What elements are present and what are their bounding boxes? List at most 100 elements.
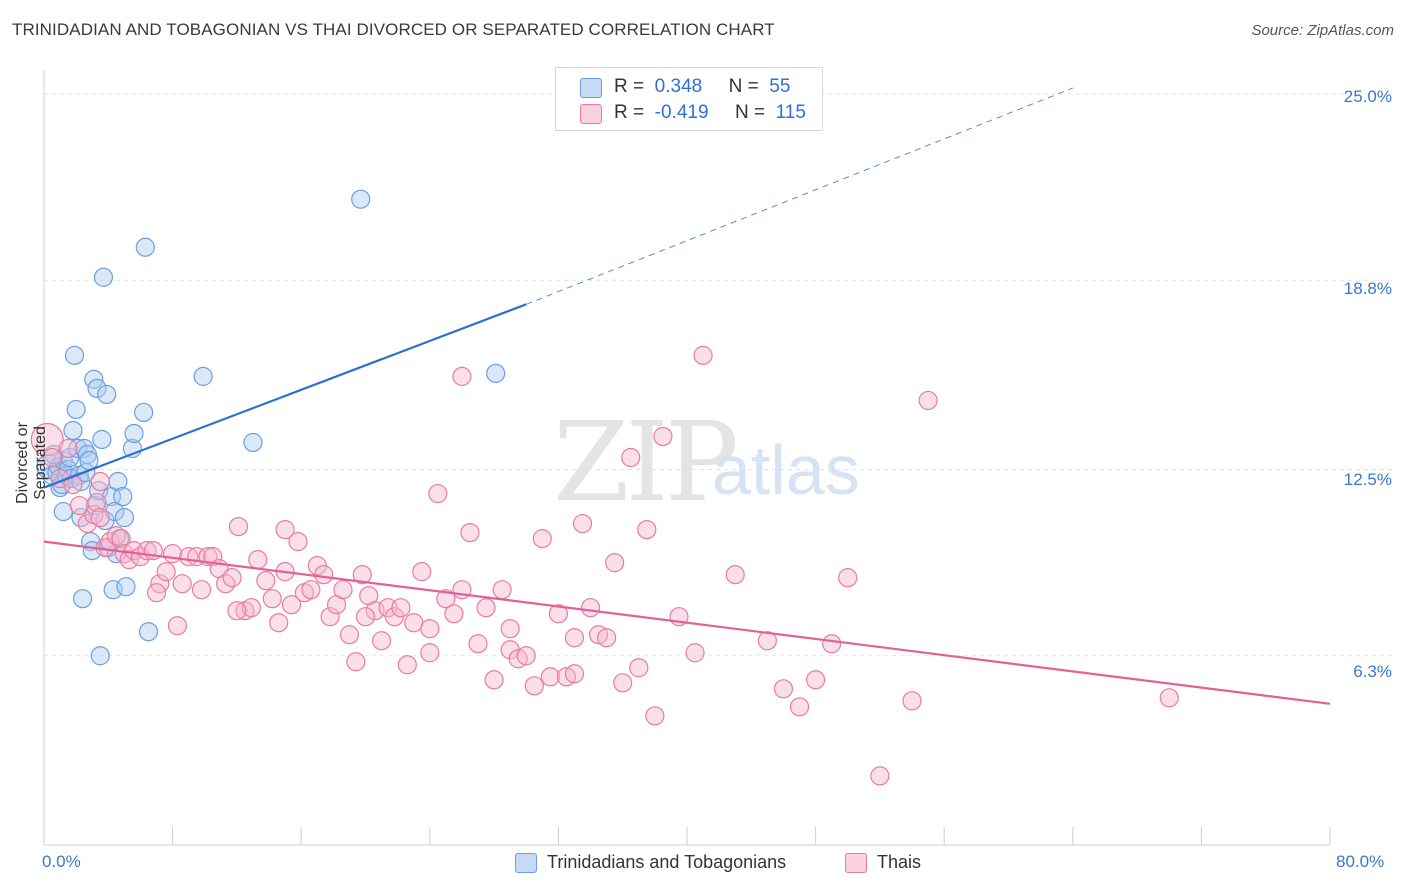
point-thai xyxy=(805,670,826,690)
point-thai xyxy=(532,529,552,549)
point-thai xyxy=(725,565,745,585)
point-thai xyxy=(339,625,360,645)
point-thai xyxy=(653,426,673,447)
point-trinidadian xyxy=(116,577,136,597)
point-thai xyxy=(90,507,110,528)
point-trinidadian xyxy=(113,486,133,507)
trendline-trinidadian xyxy=(43,303,527,489)
point-trinidadian xyxy=(68,438,88,459)
point-thai xyxy=(460,522,480,543)
point-thai xyxy=(548,604,569,624)
point-trinidadian xyxy=(134,402,154,423)
point-thai xyxy=(420,619,440,639)
point-thai xyxy=(597,628,617,648)
point-thai xyxy=(90,471,110,492)
point-thai xyxy=(572,513,593,534)
point-thai xyxy=(111,529,131,549)
point-trinidadian xyxy=(79,450,99,471)
point-thai xyxy=(288,532,308,552)
point-thai xyxy=(227,601,247,621)
point-thai xyxy=(822,634,842,654)
point-thai xyxy=(191,580,212,600)
legend-swatch-pink xyxy=(580,104,602,124)
point-thai xyxy=(436,589,456,609)
point-trinidadian xyxy=(66,399,86,420)
point-thai xyxy=(333,580,353,600)
legend-r-label: R = xyxy=(614,102,645,123)
point-thai xyxy=(412,562,432,582)
y-tick-label: 25.0% xyxy=(1343,87,1392,106)
legend-label: Trinidadians and Tobagonians xyxy=(547,852,787,872)
legend-n-label: N = xyxy=(734,102,766,123)
point-trinidadian xyxy=(243,432,263,453)
point-trinidadian xyxy=(72,589,93,609)
point-thai xyxy=(621,447,641,468)
point-thai xyxy=(30,422,64,457)
point-thai xyxy=(605,553,625,573)
point-trinidadian xyxy=(105,501,125,522)
legend-swatch-blue xyxy=(515,853,537,873)
y-tick-label: 18.8% xyxy=(1343,279,1392,298)
point-thai xyxy=(172,574,192,594)
point-thai xyxy=(222,568,242,588)
point-trinidadian xyxy=(135,237,155,257)
point-thai xyxy=(320,607,340,627)
point-thai xyxy=(902,691,922,711)
point-thai xyxy=(492,580,512,600)
point-thai xyxy=(645,706,665,726)
point-thai xyxy=(637,519,657,540)
point-thai xyxy=(391,598,411,618)
point-trinidadian xyxy=(97,384,117,405)
trendline-trinidadian-extension xyxy=(526,87,1073,305)
point-thai xyxy=(870,766,890,786)
point-thai xyxy=(773,679,794,699)
point-trinidadian xyxy=(92,429,112,450)
point-trinidadian xyxy=(74,438,94,459)
correlation-legend: R = 0.348 N = 55 R = -0.419 N = 115 xyxy=(555,67,823,131)
point-thai xyxy=(580,598,601,618)
point-thai xyxy=(87,492,107,513)
point-thai xyxy=(564,628,585,648)
point-thai xyxy=(301,580,321,600)
legend-swatch-blue xyxy=(580,78,602,98)
point-trinidadian xyxy=(93,267,114,287)
point-thai xyxy=(428,483,448,504)
watermark-atlas: atlas xyxy=(712,431,860,509)
point-thai xyxy=(613,673,633,693)
point-thai xyxy=(918,390,938,411)
point-thai xyxy=(42,447,62,468)
point-thai xyxy=(352,565,372,585)
point-thai xyxy=(146,583,167,603)
point-thai xyxy=(228,516,249,537)
point-thai xyxy=(314,565,334,585)
point-thai xyxy=(275,519,295,540)
point-trinidadian xyxy=(87,378,107,399)
point-thai xyxy=(269,613,289,633)
legend-r-value: 0.348 xyxy=(654,76,703,97)
y-tick-label: 12.5% xyxy=(1343,470,1392,489)
point-thai xyxy=(500,619,520,639)
point-thai xyxy=(203,547,223,567)
chart-title: TRINIDADIAN AND TOBAGONIAN VS THAI DIVOR… xyxy=(12,20,775,39)
y-axis-label: Divorced or Separated xyxy=(14,422,49,504)
point-thai xyxy=(476,598,496,618)
point-thai xyxy=(524,676,544,696)
legend-r-value: -0.419 xyxy=(654,102,709,123)
y-tick-label: 6.3% xyxy=(1353,662,1392,681)
point-thai xyxy=(629,658,649,678)
point-thai xyxy=(838,568,858,588)
point-thai xyxy=(468,634,488,654)
point-thai xyxy=(420,643,440,663)
legend-label: Thais xyxy=(877,852,922,872)
legend-n-value: 115 xyxy=(775,102,806,123)
point-thai xyxy=(789,697,810,717)
point-thai xyxy=(516,646,536,666)
legend-r-label: R = xyxy=(614,76,645,97)
point-thai xyxy=(693,345,713,365)
watermark-zip: ZIP xyxy=(553,398,739,526)
point-thai xyxy=(404,613,424,633)
point-thai xyxy=(119,550,139,570)
point-thai xyxy=(757,631,777,651)
point-trinidadian xyxy=(90,646,110,666)
